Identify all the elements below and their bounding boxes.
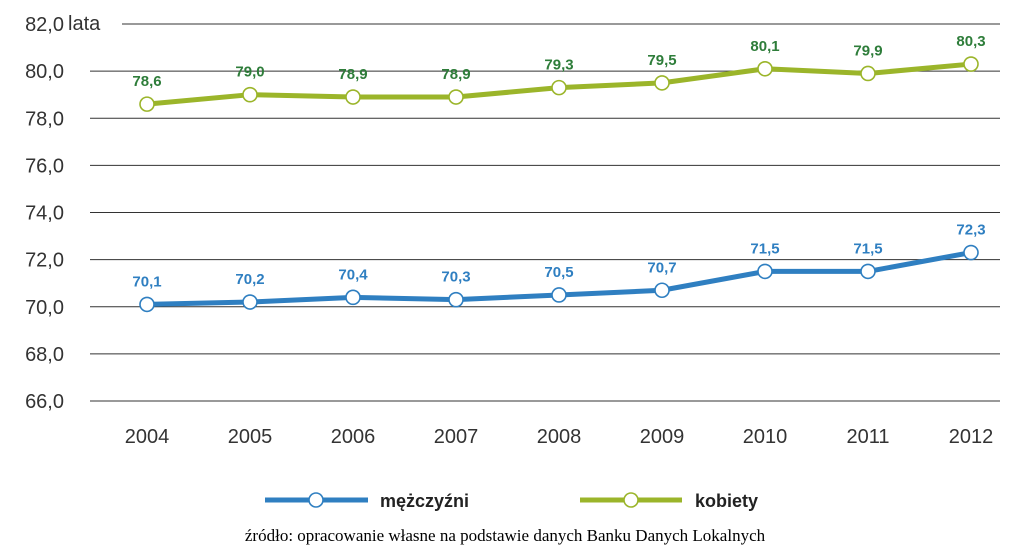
data-label: 80,3 xyxy=(956,33,985,50)
data-label: 79,5 xyxy=(647,52,676,69)
data-label: 72,3 xyxy=(956,222,985,239)
data-label: 78,9 xyxy=(441,66,470,83)
y-axis-unit-label: lata xyxy=(68,13,101,35)
y-tick-label: 74,0 xyxy=(25,203,64,225)
data-point xyxy=(448,89,464,105)
data-label: 79,0 xyxy=(235,64,264,81)
y-tick-label: 68,0 xyxy=(25,344,64,366)
legend-marker xyxy=(308,492,324,508)
x-tick-label: 2011 xyxy=(846,426,889,448)
data-label: 70,1 xyxy=(132,273,161,290)
data-label: 71,5 xyxy=(750,240,779,257)
y-tick-label: 80,0 xyxy=(25,61,64,83)
data-label: 80,1 xyxy=(750,38,779,55)
x-tick-label: 2012 xyxy=(949,426,994,448)
data-point xyxy=(860,65,876,82)
data-point xyxy=(860,263,876,280)
data-label: 78,6 xyxy=(132,73,161,90)
data-label: 71,5 xyxy=(853,240,882,257)
x-tick-label: 2005 xyxy=(228,426,273,448)
x-axis-tick-labels: 2004 2005 2006 2007 2008 2009 2010 2011 2012 xyxy=(125,426,994,448)
data-point xyxy=(448,291,464,308)
data-point xyxy=(551,287,567,303)
data-point xyxy=(139,296,155,313)
data-point xyxy=(654,282,670,299)
x-tick-label: 2008 xyxy=(537,426,582,448)
legend-label: mężczyźni xyxy=(380,491,469,511)
data-label: 79,9 xyxy=(853,42,882,59)
legend-item: mężczyźni xyxy=(265,491,469,511)
legend-label: kobiety xyxy=(695,491,758,511)
data-point xyxy=(345,289,361,306)
data-point xyxy=(551,79,567,96)
y-tick-label: 78,0 xyxy=(25,108,64,130)
data-label: 70,3 xyxy=(441,269,470,286)
data-label: 70,5 xyxy=(544,264,573,281)
y-tick-label: 76,0 xyxy=(25,155,64,177)
data-label: 70,2 xyxy=(235,271,264,288)
x-tick-label: 2009 xyxy=(640,426,685,448)
y-tick-label: 72,0 xyxy=(25,250,64,272)
data-point xyxy=(963,56,979,72)
y-tick-label: 82,0 xyxy=(25,14,64,36)
data-point xyxy=(963,244,979,261)
gridlines xyxy=(90,23,1000,402)
chart-background xyxy=(0,0,1011,525)
data-point xyxy=(345,89,361,105)
y-axis-tick-labels: 82,0 80,0 78,0 76,0 74,0 72,0 70,0 68,0 66,0 xyxy=(25,14,64,413)
y-tick-label: 66,0 xyxy=(25,391,64,413)
data-label: 79,3 xyxy=(544,57,573,74)
data-label: 70,7 xyxy=(647,259,676,276)
x-tick-label: 2007 xyxy=(434,426,479,448)
series-group: 70,1 70,2 70,4 70,3 70,5 70,7 71,5 71,5 72,3 78,6… xyxy=(132,33,986,313)
data-point xyxy=(242,86,258,103)
legend-marker xyxy=(623,492,639,508)
data-point xyxy=(757,263,773,280)
source-note: źródło: opracowanie własne na podstawie … xyxy=(245,526,766,545)
data-label: 78,9 xyxy=(338,66,367,83)
data-point xyxy=(242,294,258,310)
data-label: 70,4 xyxy=(338,266,368,283)
x-tick-label: 2006 xyxy=(331,426,376,448)
series-men: 70,1 70,2 70,4 70,3 70,5 70,7 71,5 71,5 72,3 xyxy=(132,222,986,313)
data-point xyxy=(654,75,670,91)
data-point xyxy=(757,60,773,77)
y-tick-label: 70,0 xyxy=(25,297,64,319)
x-tick-label: 2004 xyxy=(125,426,170,448)
legend: mężczyźni kobiety xyxy=(265,491,758,511)
legend-item: kobiety xyxy=(580,491,758,511)
series-women: 78,6 79,0 78,9 78,9 79,3 79,5 80,1 79,9 80,3 xyxy=(132,33,986,112)
data-point xyxy=(139,96,155,112)
x-tick-label: 2010 xyxy=(743,426,788,448)
